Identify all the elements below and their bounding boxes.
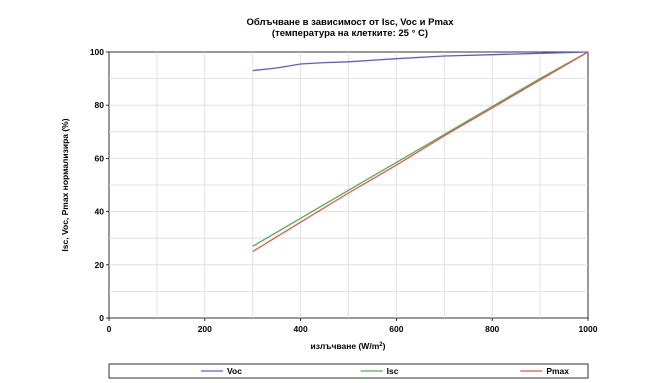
legend-box <box>108 363 589 379</box>
legend-label-voc: Voc <box>227 366 242 376</box>
y-tick-label: 80 <box>95 100 105 110</box>
x-tick-label: 0 <box>107 324 112 334</box>
x-tick-label: 1000 <box>579 324 598 334</box>
series-line-isc <box>252 51 589 247</box>
x-tick-label: 400 <box>294 324 308 334</box>
series-layer <box>252 51 589 253</box>
y-tick-label: 20 <box>95 260 105 270</box>
legend: Voc Isc Pmax <box>201 366 569 376</box>
chart-subtitle: (температура на клетките: 25 ° C) <box>272 28 428 39</box>
x-axis-label-tail: ) <box>383 341 386 351</box>
y-axis-label: Isc, Voc, Pmax нормализира (%) <box>60 118 70 251</box>
x-axis-label-sup: 2 <box>379 342 383 348</box>
x-axis-label: излъчване (W/m2) <box>311 341 386 351</box>
chart-title: Облъчване в зависимост от Isc, Voc и Pma… <box>246 17 454 28</box>
x-axis-label-base: излъчване (W/m <box>311 341 380 351</box>
y-tick-label: 60 <box>95 153 105 163</box>
series-line-pmax <box>252 51 589 253</box>
y-tick-label: 40 <box>95 207 105 217</box>
series-line-voc <box>252 51 589 72</box>
tick-layer: 0 200 400 600 800 1000 0 20 40 60 80 100 <box>90 47 598 334</box>
y-tick-label: 100 <box>90 47 104 57</box>
y-tick-label: 0 <box>99 313 104 323</box>
legend-label-isc: Isc <box>387 366 399 376</box>
x-tick-label: 600 <box>389 324 403 334</box>
x-tick-label: 200 <box>198 324 212 334</box>
grid-layer <box>109 52 588 318</box>
x-tick-label: 800 <box>485 324 499 334</box>
legend-label-pmax: Pmax <box>546 366 569 376</box>
